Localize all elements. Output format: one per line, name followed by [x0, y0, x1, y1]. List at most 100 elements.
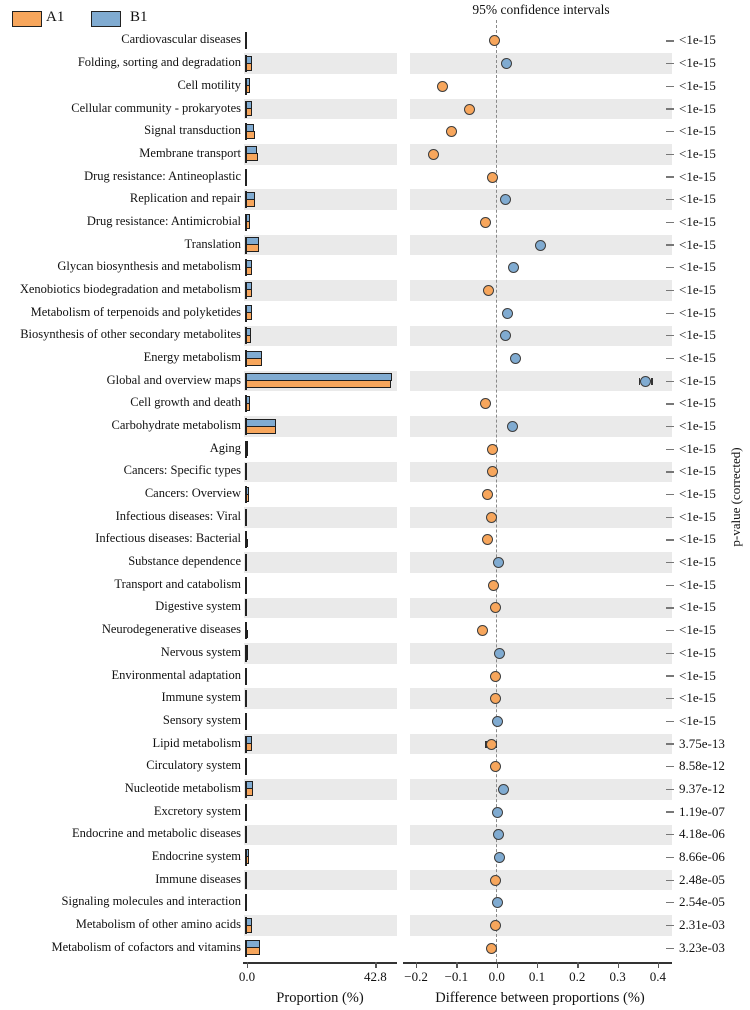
difference-tick-label: 0.0 [488, 969, 505, 984]
bar-a1 [246, 334, 252, 343]
row-label: Endocrine and metabolic diseases [71, 826, 241, 841]
difference-dot [640, 375, 652, 387]
difference-axis-tick [537, 962, 539, 968]
proportion-axis-tick [247, 962, 249, 968]
row-band-proportion [244, 733, 397, 755]
bar-a1 [246, 538, 249, 547]
p-value: <1e-15 [679, 531, 716, 547]
difference-dot [489, 761, 501, 773]
chart-row: Immune system <1e-15 [0, 687, 750, 710]
bar-a1 [246, 108, 252, 117]
row-label: Cell growth and death [130, 395, 241, 410]
bar-a1 [246, 153, 258, 162]
bar-a1 [246, 629, 249, 638]
p-value: <1e-15 [679, 32, 716, 48]
chart-row: Cell growth and death <1e-15 [0, 393, 750, 416]
difference-dot [482, 534, 494, 546]
chart-row: Endocrine and metabolic diseases 4.18e-06 [0, 823, 750, 846]
difference-dot [485, 511, 497, 523]
difference-dot [489, 670, 501, 682]
p-value: <1e-15 [679, 576, 716, 592]
chart-row: Nervous system <1e-15 [0, 642, 750, 665]
difference-dot [510, 353, 522, 364]
row-band-proportion [244, 779, 397, 800]
difference-dot [500, 330, 512, 342]
pvalue-row-tick [666, 924, 674, 927]
difference-dot [487, 579, 499, 591]
difference-tick-label: −0.1 [444, 969, 469, 984]
chart-row: Drug resistance: Antineoplastic <1e-15 [0, 166, 750, 189]
p-value: <1e-15 [679, 327, 716, 343]
p-value: <1e-15 [679, 712, 716, 728]
difference-dot [427, 148, 439, 160]
row-label: Infectious diseases: Viral [115, 508, 241, 523]
difference-dot [492, 829, 504, 841]
pvalue-row-tick [666, 40, 674, 42]
difference-dot [500, 194, 512, 206]
bar-a1 [246, 266, 252, 275]
p-value: <1e-15 [679, 599, 716, 615]
proportion-tick-label: 0.0 [238, 969, 256, 984]
p-value: 4.18e-06 [679, 826, 725, 842]
difference-axis-tick [416, 962, 418, 968]
row-label: Cellular community - prokaryotes [71, 100, 241, 115]
bar-a1 [246, 312, 252, 321]
row-band-proportion [244, 824, 397, 846]
row-band-difference [410, 733, 672, 755]
row-band-difference [410, 144, 672, 165]
difference-axis-tick [617, 962, 619, 968]
pvalue-row-tick [666, 788, 674, 791]
bar-a1 [246, 244, 259, 253]
difference-dot [492, 806, 504, 818]
legend-label-b1: B1 [130, 9, 148, 25]
difference-dot [492, 897, 503, 909]
pvalue-row-tick [666, 766, 674, 768]
chart-row: Xenobiotics biodegradation and metabolis… [0, 279, 750, 302]
bar-a1 [246, 198, 255, 207]
difference-dot [492, 557, 504, 569]
chart-row: Infectious diseases: Bacterial <1e-15 [0, 529, 750, 552]
chart-row: Glycan biosynthesis and metabolism <1e-15 [0, 256, 750, 279]
chart-row: Metabolism of other amino acids 2.31e-03 [0, 914, 750, 937]
p-value: 2.54e-05 [679, 894, 725, 910]
chart-row: Cell motility <1e-15 [0, 75, 750, 98]
chart-row: Immune diseases 2.48e-05 [0, 869, 750, 892]
pvalue-row-tick [666, 947, 674, 949]
p-value: <1e-15 [679, 281, 716, 297]
proportion-axis-tick [375, 962, 377, 968]
row-label: Translation [184, 236, 242, 251]
row-label: Infectious diseases: Bacterial [95, 531, 241, 546]
difference-dot [476, 625, 488, 637]
row-band-difference [410, 552, 672, 573]
row-label: Metabolism of other amino acids [75, 917, 241, 931]
bar-a1 [246, 788, 254, 797]
difference-dot [446, 126, 458, 138]
p-value: 8.58e-12 [679, 758, 725, 774]
p-value: <1e-15 [679, 644, 716, 660]
row-band-proportion [244, 325, 397, 347]
pvalue-row-tick [666, 902, 674, 904]
p-value: 9.37e-12 [679, 780, 725, 796]
row-band-proportion [244, 643, 397, 664]
chart-row: Cancers: Overview <1e-15 [0, 483, 750, 506]
difference-dot [464, 103, 476, 115]
pvalue-row-tick [666, 698, 674, 700]
pvalue-row-tick [666, 425, 674, 428]
p-value: 3.23e-03 [679, 939, 725, 955]
chart-row: Signaling molecules and interaction 2.54e… [0, 892, 750, 915]
row-band-difference [410, 869, 672, 891]
legend-swatch-b1 [91, 11, 121, 27]
row-band-proportion [244, 597, 397, 619]
row-band-proportion [244, 144, 397, 165]
row-axis-segment [245, 826, 247, 844]
difference-tick-label: 0.2 [569, 969, 586, 984]
row-label: Aging [209, 440, 241, 455]
chart-row: Infectious diseases: Viral <1e-15 [0, 506, 750, 529]
row-band-proportion [244, 688, 397, 709]
difference-dot [489, 35, 501, 47]
pvalue-row-tick [666, 539, 674, 541]
row-band-proportion [244, 280, 397, 301]
chart-row: Cellular community - prokaryotes <1e-15 [0, 98, 750, 121]
p-value: <1e-15 [679, 168, 716, 184]
chart-row: Sensory system <1e-15 [0, 710, 750, 733]
